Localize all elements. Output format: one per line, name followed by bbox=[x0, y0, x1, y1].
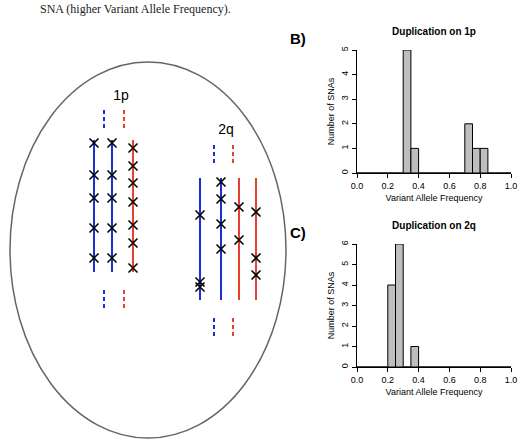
svg-text:Variant Allele Frequency: Variant Allele Frequency bbox=[386, 387, 483, 397]
svg-text:1p: 1p bbox=[113, 87, 129, 103]
html-text:C): C) bbox=[290, 224, 306, 241]
svg-text:3: 3 bbox=[340, 95, 350, 100]
html-text:B): B) bbox=[290, 30, 306, 47]
svg-text:0.8: 0.8 bbox=[474, 375, 487, 385]
svg-text:Number of SNAs: Number of SNAs bbox=[326, 77, 336, 145]
svg-text:2: 2 bbox=[340, 322, 350, 327]
svg-text:1.0: 1.0 bbox=[505, 181, 518, 191]
svg-text:1.0: 1.0 bbox=[505, 375, 518, 385]
svg-text:0.2: 0.2 bbox=[382, 181, 395, 191]
svg-text:Duplication on 1p: Duplication on 1p bbox=[392, 26, 476, 37]
svg-text:0.6: 0.6 bbox=[443, 181, 456, 191]
svg-text:2q: 2q bbox=[218, 121, 234, 137]
svg-text:5: 5 bbox=[340, 261, 350, 266]
svg-text:0.2: 0.2 bbox=[382, 375, 395, 385]
svg-text:0.0: 0.0 bbox=[351, 375, 364, 385]
svg-text:0.4: 0.4 bbox=[412, 181, 425, 191]
svg-text:Duplication on 2q: Duplication on 2q bbox=[392, 220, 476, 231]
svg-text:4: 4 bbox=[340, 281, 350, 286]
svg-text:2: 2 bbox=[340, 120, 350, 125]
svg-text:0: 0 bbox=[340, 363, 350, 368]
svg-text:0.8: 0.8 bbox=[474, 181, 487, 191]
svg-text:4: 4 bbox=[340, 71, 350, 76]
svg-text:0.6: 0.6 bbox=[443, 375, 456, 385]
svg-text:1: 1 bbox=[340, 343, 350, 348]
svg-text:5: 5 bbox=[340, 46, 350, 51]
svg-text:0.4: 0.4 bbox=[412, 375, 425, 385]
svg-text:1: 1 bbox=[340, 145, 350, 150]
html-text:SNA (higher Variant Allele Fre: SNA (higher Variant Allele Frequency). bbox=[40, 2, 231, 16]
svg-text:6: 6 bbox=[340, 240, 350, 245]
svg-text:0.0: 0.0 bbox=[351, 181, 364, 191]
svg-text:Number of SNAs: Number of SNAs bbox=[326, 271, 336, 339]
svg-text:3: 3 bbox=[340, 302, 350, 307]
svg-text:Variant Allele Frequency: Variant Allele Frequency bbox=[386, 193, 483, 203]
svg-text:0: 0 bbox=[340, 169, 350, 174]
